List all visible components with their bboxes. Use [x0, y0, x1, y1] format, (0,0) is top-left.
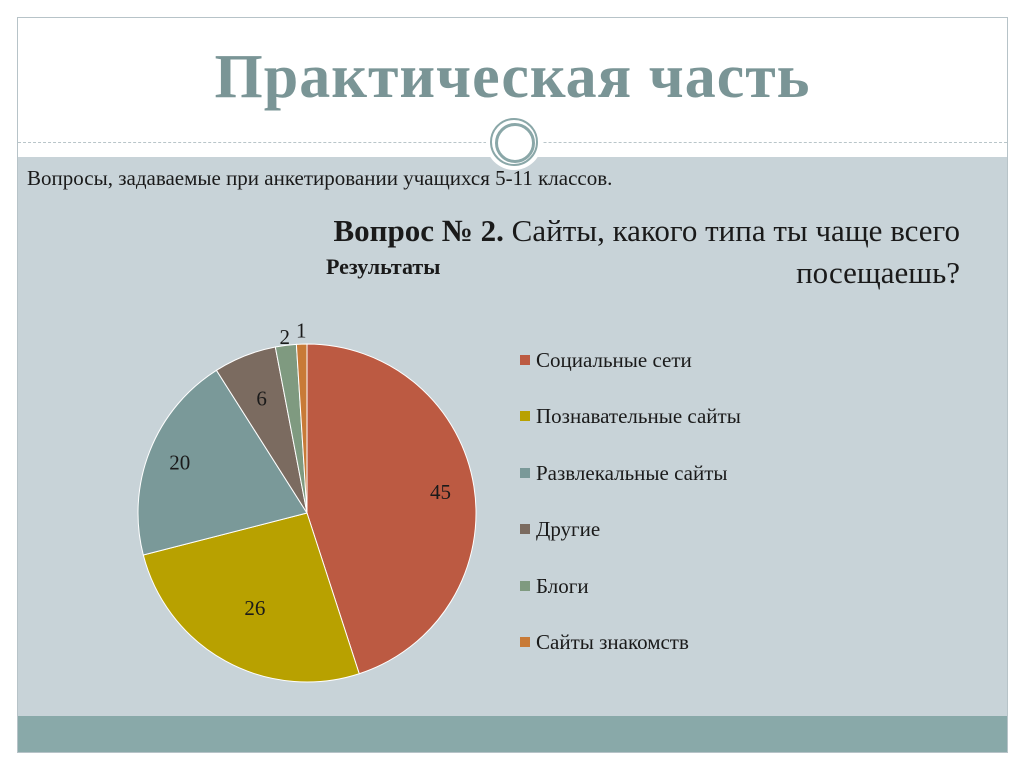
pie-slice-3 — [137, 369, 308, 556]
pie-slice-2 — [142, 512, 360, 683]
chart-title: Результаты — [326, 254, 441, 279]
pie-data-label-5: 2 — [280, 325, 291, 349]
survey-subtitle: Вопросы, задаваемые при анкетировании уч… — [27, 166, 613, 190]
slide-title: Практическая часть — [214, 43, 811, 111]
legend-swatch-1 — [520, 355, 530, 365]
pie-data-label-2: 26 — [244, 596, 265, 620]
pie-slice-6 — [295, 343, 308, 514]
legend-label-6: Сайты знакомств — [536, 630, 689, 654]
question-text: Вопрос № 2. Сайты, какого типа ты чаще в… — [180, 210, 960, 294]
pie-slice-1 — [306, 343, 477, 675]
legend-swatch-4 — [520, 524, 530, 534]
legend-label-4: Другие — [536, 517, 601, 541]
legend-swatch-2 — [520, 411, 530, 421]
legend-label-1: Социальные сети — [536, 348, 692, 372]
legend-label-5: Блоги — [536, 574, 589, 598]
footer-bar — [18, 716, 1007, 752]
circle-ornament-icon — [486, 114, 542, 170]
legend-swatch-5 — [520, 581, 530, 591]
legend-label-2: Познавательные сайты — [536, 404, 741, 428]
legend-swatch-6 — [520, 637, 530, 647]
legend-label-3: Развлекальные сайты — [536, 461, 728, 485]
pie-data-label-4: 6 — [256, 386, 267, 410]
legend-swatch-3 — [520, 468, 530, 478]
pie-data-label-3: 20 — [169, 451, 190, 475]
question-body: Сайты, какого типа ты чаще всего посещае… — [503, 213, 960, 290]
pie-data-label-1: 45 — [430, 480, 451, 504]
pie-data-label-6: 1 — [296, 319, 307, 343]
question-number: Вопрос № 2. — [333, 213, 504, 248]
